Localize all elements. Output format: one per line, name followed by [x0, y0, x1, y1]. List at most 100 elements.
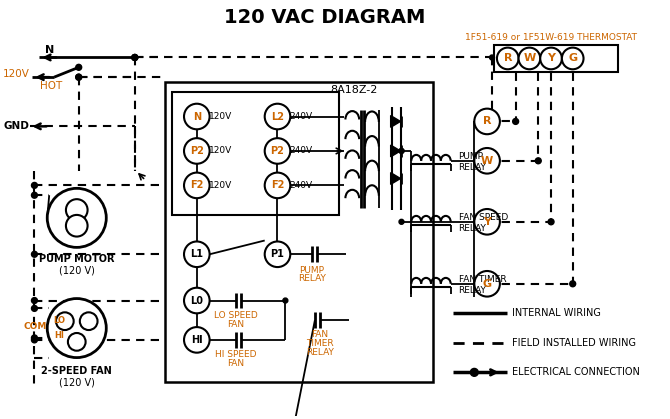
Polygon shape: [391, 145, 401, 157]
Text: G: G: [568, 54, 578, 63]
Text: COM: COM: [23, 322, 47, 331]
Text: RELAY: RELAY: [306, 348, 334, 357]
Circle shape: [76, 65, 82, 70]
Text: P2: P2: [190, 146, 204, 156]
Circle shape: [132, 54, 138, 60]
Text: RELAY: RELAY: [458, 163, 486, 172]
Circle shape: [399, 148, 404, 153]
Text: F2: F2: [190, 181, 204, 190]
Text: FAN: FAN: [312, 331, 328, 339]
Text: HI: HI: [54, 331, 64, 341]
Text: FAN TIMER: FAN TIMER: [458, 275, 506, 285]
Text: 1F51-619 or 1F51W-619 THERMOSTAT: 1F51-619 or 1F51W-619 THERMOSTAT: [465, 33, 637, 42]
Text: RELAY: RELAY: [458, 224, 486, 233]
Text: ELECTRICAL CONNECTION: ELECTRICAL CONNECTION: [512, 367, 640, 378]
Text: (120 V): (120 V): [59, 377, 94, 387]
Text: FIELD INSTALLED WIRING: FIELD INSTALLED WIRING: [512, 338, 636, 348]
Text: 240V: 240V: [289, 147, 313, 155]
Circle shape: [513, 119, 519, 124]
Bar: [165, 82, 433, 382]
Text: FAN SPEED: FAN SPEED: [458, 213, 508, 222]
Circle shape: [265, 241, 290, 267]
Text: FAN: FAN: [228, 359, 245, 368]
Circle shape: [497, 48, 519, 69]
Circle shape: [76, 74, 82, 80]
Text: N: N: [193, 111, 201, 122]
Circle shape: [31, 192, 38, 198]
Circle shape: [535, 158, 541, 164]
Text: Y: Y: [483, 217, 491, 227]
Circle shape: [47, 189, 107, 247]
Text: 240V: 240V: [289, 181, 313, 190]
Circle shape: [76, 74, 82, 80]
Text: R: R: [504, 54, 512, 63]
Circle shape: [474, 271, 500, 297]
Text: P2: P2: [271, 146, 285, 156]
Circle shape: [562, 48, 584, 69]
Text: HI SPEED: HI SPEED: [216, 350, 257, 359]
Bar: [175, 232, 340, 372]
Text: Y: Y: [547, 54, 555, 63]
Text: F2: F2: [271, 181, 284, 190]
Circle shape: [265, 173, 290, 198]
Text: 120V: 120V: [3, 69, 30, 79]
Circle shape: [66, 199, 88, 221]
Circle shape: [31, 182, 38, 189]
Text: P1: P1: [271, 249, 285, 259]
Text: LO SPEED: LO SPEED: [214, 311, 258, 320]
Text: L2: L2: [271, 111, 284, 122]
Circle shape: [184, 173, 210, 198]
Text: 120V: 120V: [209, 181, 232, 190]
Circle shape: [31, 297, 38, 303]
Circle shape: [31, 305, 38, 311]
Circle shape: [68, 333, 86, 351]
Text: L0: L0: [190, 295, 203, 305]
Circle shape: [56, 312, 74, 330]
Text: N: N: [45, 44, 54, 54]
Text: HI: HI: [191, 335, 202, 345]
Circle shape: [184, 138, 210, 164]
Circle shape: [132, 54, 138, 60]
Circle shape: [399, 219, 404, 224]
Bar: [172, 92, 340, 215]
Circle shape: [474, 209, 500, 235]
Circle shape: [283, 298, 288, 303]
Text: G: G: [482, 279, 492, 289]
Circle shape: [399, 148, 404, 153]
Circle shape: [265, 138, 290, 164]
Polygon shape: [391, 173, 401, 184]
Bar: [494, 45, 618, 72]
Text: 120V: 120V: [209, 147, 232, 155]
Text: 120V: 120V: [209, 112, 232, 121]
Text: GND: GND: [4, 122, 29, 131]
Circle shape: [184, 104, 210, 129]
Text: (120 V): (120 V): [59, 265, 94, 275]
Text: LO: LO: [53, 316, 65, 325]
Text: PUMP: PUMP: [458, 153, 484, 161]
Text: FAN: FAN: [228, 320, 245, 328]
Text: R: R: [483, 116, 491, 127]
Circle shape: [490, 55, 494, 60]
Circle shape: [66, 215, 88, 237]
Text: 240V: 240V: [289, 112, 313, 121]
Circle shape: [132, 54, 138, 60]
Text: RELAY: RELAY: [458, 286, 486, 295]
Circle shape: [184, 241, 210, 267]
Circle shape: [470, 368, 478, 376]
Text: L1: L1: [190, 249, 203, 259]
Circle shape: [570, 281, 576, 287]
Circle shape: [47, 299, 107, 357]
Text: 2-SPEED FAN: 2-SPEED FAN: [42, 366, 112, 376]
Circle shape: [31, 335, 38, 341]
Text: PUMP: PUMP: [299, 266, 324, 274]
Text: PUMP MOTOR: PUMP MOTOR: [39, 254, 115, 264]
Text: 120 VAC DIAGRAM: 120 VAC DIAGRAM: [224, 8, 425, 27]
Text: W: W: [481, 156, 493, 166]
Circle shape: [184, 327, 210, 353]
Circle shape: [184, 288, 210, 313]
Text: W: W: [523, 54, 535, 63]
Text: 8A18Z-2: 8A18Z-2: [330, 85, 378, 95]
Text: INTERNAL WIRING: INTERNAL WIRING: [512, 308, 600, 318]
Circle shape: [474, 109, 500, 134]
Circle shape: [548, 219, 554, 225]
